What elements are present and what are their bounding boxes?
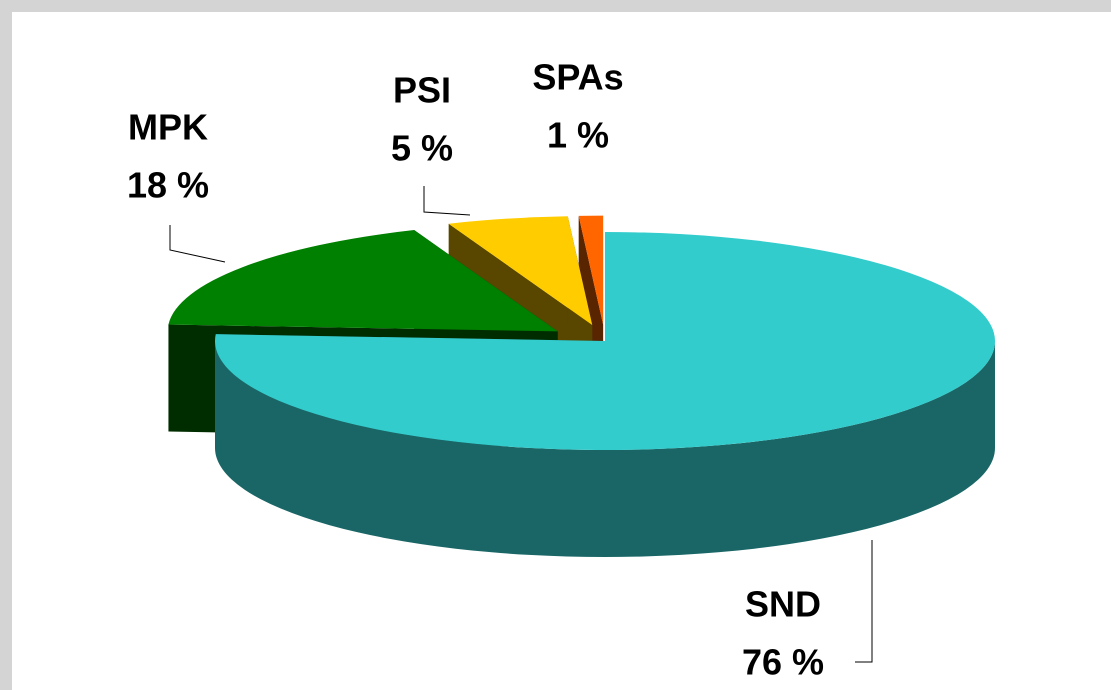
category-label: PSI [393, 70, 451, 111]
leader-line [423, 186, 471, 216]
slice-side [215, 341, 995, 557]
slice-top [214, 232, 995, 450]
category-label: SPAs [532, 57, 623, 98]
leader-line [169, 225, 226, 263]
value-label: 5 % [391, 128, 453, 169]
category-label: MPK [128, 107, 208, 148]
category-label: SND [745, 584, 821, 625]
slice-top [448, 216, 593, 326]
value-label: 1 % [547, 115, 609, 156]
slice-top [578, 215, 604, 325]
value-label: 76 % [742, 642, 824, 683]
leader-line [855, 540, 873, 663]
value-label: 18 % [127, 165, 209, 206]
pie-slice [214, 232, 995, 557]
slice-top [168, 230, 558, 332]
